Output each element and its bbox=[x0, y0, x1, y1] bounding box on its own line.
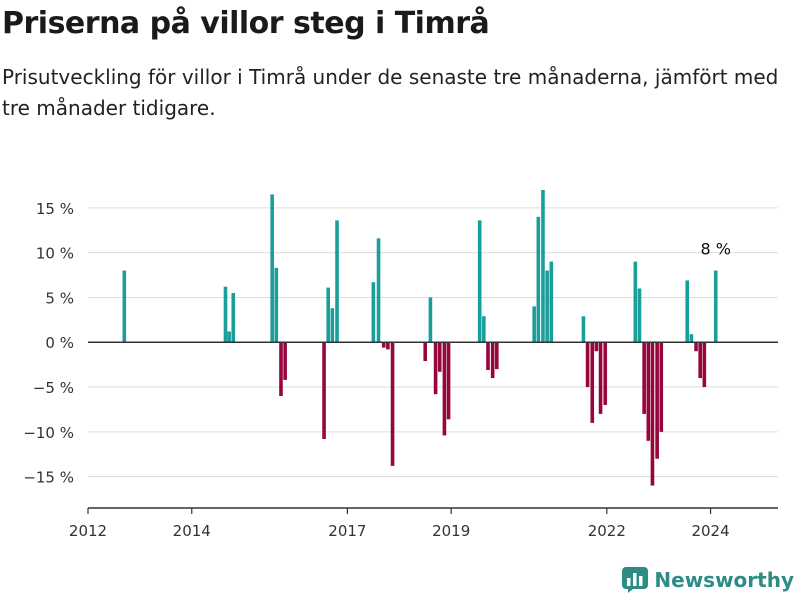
y-tick-label: 0 % bbox=[45, 334, 74, 352]
bar-positive bbox=[231, 292, 236, 343]
bar-negative bbox=[495, 342, 499, 370]
x-tick-label: 2019 bbox=[432, 522, 470, 540]
bar-negative bbox=[585, 342, 590, 388]
bar-positive bbox=[428, 297, 433, 343]
x-tick-label: 2012 bbox=[69, 522, 107, 540]
bar-positive bbox=[335, 220, 339, 343]
bar-negative bbox=[283, 342, 287, 380]
bar-positive bbox=[371, 282, 376, 343]
bar-negative bbox=[594, 342, 599, 352]
bar-negative bbox=[598, 342, 603, 414]
bar-positive bbox=[541, 189, 545, 343]
bar-negative bbox=[442, 342, 447, 436]
bar-negative bbox=[603, 342, 608, 405]
bar-positive bbox=[274, 267, 279, 343]
bar-positive bbox=[227, 331, 231, 343]
x-tick-label: 2022 bbox=[588, 522, 626, 540]
x-tick-label: 2014 bbox=[173, 522, 211, 540]
bar-negative bbox=[694, 342, 698, 352]
bar-negative bbox=[390, 342, 395, 466]
axes bbox=[87, 341, 778, 514]
brand-name: Newsworthy bbox=[654, 568, 794, 592]
newsworthy-logo: Newsworthy bbox=[622, 566, 794, 594]
bar-positive bbox=[223, 286, 228, 343]
bar-positive bbox=[477, 220, 482, 343]
bar-positive bbox=[581, 316, 586, 343]
y-tick-label: −5 % bbox=[33, 379, 74, 397]
bar-negative bbox=[381, 342, 386, 348]
bar-positive bbox=[270, 194, 274, 343]
bar-positive bbox=[330, 308, 335, 343]
bar-positive bbox=[482, 316, 486, 343]
bar-positive bbox=[376, 238, 381, 343]
x-tick-label: 2024 bbox=[691, 522, 729, 540]
bar-negative bbox=[486, 342, 490, 371]
bar-negative bbox=[490, 342, 495, 379]
bar-positive bbox=[689, 334, 694, 343]
bar-negative bbox=[659, 342, 664, 432]
y-tick-label: −10 % bbox=[23, 424, 74, 442]
y-tick-label: −15 % bbox=[23, 469, 74, 487]
bar-negative bbox=[423, 342, 428, 362]
bar-negative bbox=[698, 342, 702, 379]
bar-negative bbox=[279, 342, 283, 396]
bar-positive bbox=[122, 270, 127, 343]
bar-negative bbox=[650, 342, 655, 486]
bar-positive bbox=[713, 270, 718, 343]
bar-chart-logo-icon bbox=[622, 567, 649, 593]
x-tick-label: 2017 bbox=[328, 522, 366, 540]
bar-negative bbox=[437, 342, 442, 372]
bar-negative bbox=[386, 342, 390, 350]
bar-negative bbox=[446, 342, 451, 420]
bar-positive bbox=[549, 261, 554, 343]
y-tick-label: 5 % bbox=[45, 289, 74, 307]
axis-labels: 15 % 10 % 5 % 0 % −5 % −10 % −15 % 2012 2014 2017… bbox=[23, 200, 731, 540]
bar-negative bbox=[642, 342, 646, 414]
y-tick-label: 10 % bbox=[36, 245, 74, 263]
bar-positive bbox=[633, 261, 638, 343]
bar-negative bbox=[646, 342, 651, 441]
bar-positive bbox=[532, 306, 536, 343]
bar-positive bbox=[545, 270, 549, 343]
bar-negative bbox=[702, 342, 707, 388]
bar-positive bbox=[536, 216, 541, 343]
y-tick-label: 15 % bbox=[36, 200, 74, 218]
bar-negative bbox=[655, 342, 659, 459]
chart-title: Priserna på villor steg i Timrå bbox=[2, 6, 490, 41]
bar-negative bbox=[322, 342, 326, 440]
latest-value-annotation: 8 % bbox=[701, 240, 731, 259]
bars bbox=[122, 189, 718, 486]
bar-positive bbox=[637, 288, 642, 343]
bar-negative bbox=[433, 342, 438, 395]
bar-positive bbox=[685, 280, 690, 343]
bar-positive bbox=[326, 287, 330, 343]
chart-subtitle: Prisutveckling för villor i Timrå under … bbox=[2, 65, 779, 120]
bar-negative bbox=[590, 342, 595, 423]
